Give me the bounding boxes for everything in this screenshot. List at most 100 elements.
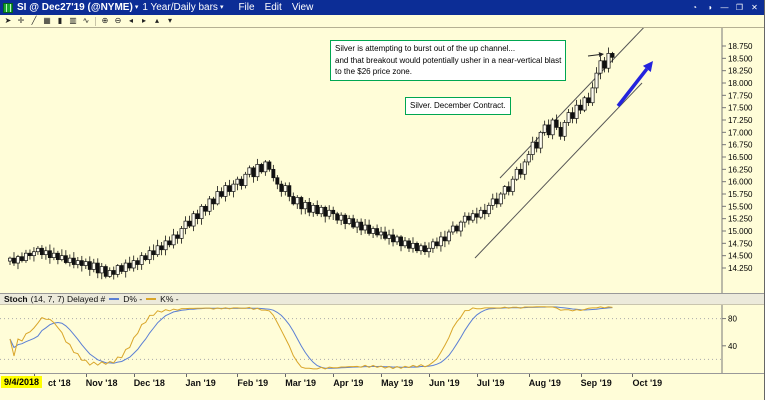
annotation-pointer-arrow-head <box>598 52 604 58</box>
candle-body <box>399 236 403 247</box>
candle-body <box>550 119 555 136</box>
symbol-dropdown-caret-icon[interactable]: ▾ <box>134 3 139 11</box>
candle-body <box>494 198 499 205</box>
scroll-right-icon[interactable]: ▸ <box>141 15 146 25</box>
trendline-icon[interactable]: ╱ <box>31 15 37 25</box>
candle-body <box>430 241 435 249</box>
minimize-icon[interactable]: — <box>720 3 729 12</box>
stoch-chart: 80 40 <box>0 305 737 373</box>
line-chart-icon[interactable]: ∿ <box>82 15 90 25</box>
menu-item-file[interactable]: File <box>238 2 255 13</box>
drawing-toolbar: ➤ ✛ ╱ ▦ ▮ ▥ ∿ ⊕ ⊖ ◂ ▸ ▴ ▾ <box>0 15 764 28</box>
y-axis-label: 16.250 <box>728 165 753 174</box>
candle-body <box>470 213 475 221</box>
candle-body <box>43 250 48 256</box>
candle-body <box>586 97 591 104</box>
bar-chart-icon[interactable]: ▥ <box>69 15 77 25</box>
candle-body <box>546 124 551 136</box>
period-dropdown-caret-icon[interactable]: ▾ <box>219 3 224 11</box>
candle-body <box>151 250 156 256</box>
candlestick-icon[interactable]: ▮ <box>57 15 63 25</box>
candle-body <box>307 202 312 213</box>
candle-body <box>275 177 280 185</box>
period-selector[interactable]: 1 Year/Daily bars <box>142 2 218 13</box>
candle-body <box>12 257 16 264</box>
grid-icon[interactable]: ▦ <box>43 15 51 25</box>
close-icon[interactable]: ✕ <box>751 3 758 12</box>
annotation-pointer-arrow <box>587 54 600 57</box>
candle-body <box>75 260 80 265</box>
candle-body <box>570 112 575 119</box>
candle-body <box>135 260 140 265</box>
x-axis-label: May '19 <box>381 378 414 388</box>
price-chart: 18.750 18.500 18.250 18.000 17.750 17.500 17.2… <box>8 28 753 293</box>
candle-body <box>67 257 72 263</box>
candle-body <box>155 245 160 256</box>
y-axis-label: 15.500 <box>728 202 753 211</box>
candle-body <box>295 197 300 205</box>
down-arrow-icon[interactable]: ▾ <box>167 15 172 25</box>
candle-body <box>283 185 288 192</box>
y-axis-label: 18.750 <box>728 42 753 51</box>
candle-body <box>147 250 152 260</box>
zoom-in-icon[interactable]: ⊕ <box>101 15 109 25</box>
candle-body <box>95 262 100 274</box>
candle-body <box>558 127 563 137</box>
candle-body <box>111 270 116 275</box>
candle-body <box>347 218 352 224</box>
x-axis-label: Jan '19 <box>185 378 216 388</box>
candle-body <box>83 261 88 266</box>
candle-body <box>179 228 184 239</box>
candle-body <box>199 205 204 220</box>
stoch-axis-label: 80 <box>728 315 737 324</box>
annotation-breakout-note: Silver is attempting to burst out of the… <box>330 40 567 81</box>
candle-body <box>602 60 607 69</box>
restore-icon[interactable]: ❐ <box>735 3 744 12</box>
candle-body <box>55 252 60 260</box>
contrast-icon[interactable]: ◑ <box>707 3 712 12</box>
x-axis-label: Aug '19 <box>528 378 561 388</box>
candle-body <box>187 220 192 227</box>
stoch-k-line <box>9 306 613 370</box>
candle-body <box>339 214 344 221</box>
candle-body <box>438 236 443 247</box>
clock-icon[interactable]: ◔ <box>692 3 697 12</box>
candle-body <box>403 240 407 247</box>
x-axis-label: ct '18 <box>48 378 71 388</box>
candle-body <box>606 53 611 69</box>
x-axis-tick <box>428 374 430 377</box>
stoch-axis-label: 40 <box>728 342 737 351</box>
y-axis-label: 14.500 <box>728 252 753 261</box>
candle-body <box>458 221 463 232</box>
zoom-out-icon[interactable]: ⊖ <box>114 15 122 25</box>
scroll-left-icon[interactable]: ◂ <box>128 15 133 25</box>
x-axis-label: Dec '18 <box>133 378 165 388</box>
candle-body <box>239 178 244 186</box>
candle-body <box>175 234 180 239</box>
crosshair-icon[interactable]: ✛ <box>17 15 25 25</box>
candle-body <box>211 198 216 205</box>
up-arrow-icon[interactable]: ▴ <box>154 15 159 25</box>
y-axis-label: 17.250 <box>728 116 753 125</box>
candle-body <box>99 266 104 274</box>
x-axis-tick <box>185 374 187 377</box>
candle-body <box>415 242 419 252</box>
stoch-title: Stoch <box>4 294 28 304</box>
candle-body <box>371 228 376 234</box>
candle-body <box>367 224 372 234</box>
candle-body <box>594 72 599 89</box>
x-axis-tick <box>85 374 87 377</box>
candle-body <box>319 206 324 215</box>
symbol-title: SI @ Dec27'19 (@NYME) <box>17 2 133 13</box>
candle-body <box>526 154 531 163</box>
candle-body <box>8 257 12 262</box>
pointer-icon[interactable]: ➤ <box>4 15 12 25</box>
window-controls: ◔ ◑ — ❐ ✕ <box>688 2 761 13</box>
candle-body <box>411 242 415 249</box>
x-axis-label: Nov '18 <box>85 378 118 388</box>
menu-bar: File Edit View <box>233 2 318 13</box>
candle-body <box>355 221 360 228</box>
stoch-k-swatch-icon <box>146 298 157 300</box>
menu-item-view[interactable]: View <box>291 2 314 13</box>
menu-item-edit[interactable]: Edit <box>264 2 282 13</box>
